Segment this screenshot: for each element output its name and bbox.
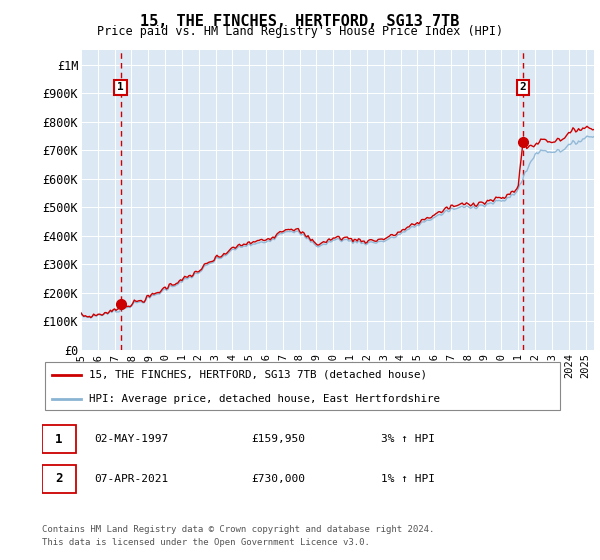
- Text: Price paid vs. HM Land Registry's House Price Index (HPI): Price paid vs. HM Land Registry's House …: [97, 25, 503, 38]
- Text: 15, THE FINCHES, HERTFORD, SG13 7TB: 15, THE FINCHES, HERTFORD, SG13 7TB: [140, 14, 460, 29]
- FancyBboxPatch shape: [42, 465, 76, 493]
- Text: HPI: Average price, detached house, East Hertfordshire: HPI: Average price, detached house, East…: [89, 394, 440, 404]
- Text: 1: 1: [55, 433, 63, 446]
- Text: £159,950: £159,950: [251, 434, 305, 444]
- Text: 07-APR-2021: 07-APR-2021: [94, 474, 169, 484]
- Text: This data is licensed under the Open Government Licence v3.0.: This data is licensed under the Open Gov…: [42, 538, 370, 547]
- Text: 1: 1: [117, 82, 124, 92]
- Text: 1% ↑ HPI: 1% ↑ HPI: [382, 474, 436, 484]
- FancyBboxPatch shape: [42, 425, 76, 453]
- FancyBboxPatch shape: [44, 362, 560, 409]
- Text: 02-MAY-1997: 02-MAY-1997: [94, 434, 169, 444]
- Text: 15, THE FINCHES, HERTFORD, SG13 7TB (detached house): 15, THE FINCHES, HERTFORD, SG13 7TB (det…: [89, 370, 427, 380]
- Text: Contains HM Land Registry data © Crown copyright and database right 2024.: Contains HM Land Registry data © Crown c…: [42, 525, 434, 534]
- Text: 2: 2: [55, 472, 63, 485]
- Text: £730,000: £730,000: [251, 474, 305, 484]
- Text: 3% ↑ HPI: 3% ↑ HPI: [382, 434, 436, 444]
- Text: 2: 2: [520, 82, 526, 92]
